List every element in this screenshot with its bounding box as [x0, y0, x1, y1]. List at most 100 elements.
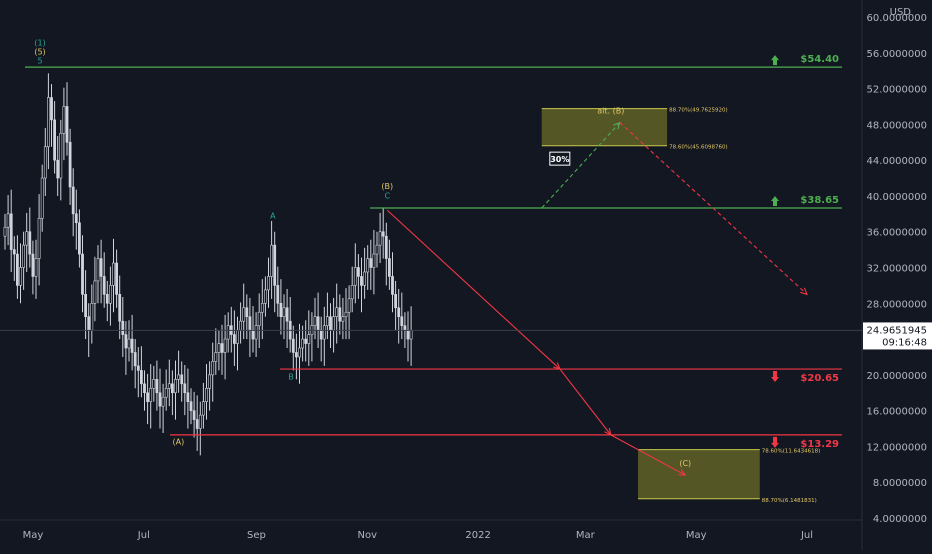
- candle-body: [217, 343, 221, 353]
- candle-body: [31, 253, 35, 277]
- candle-body: [81, 253, 84, 295]
- candle-body: [409, 330, 413, 340]
- y-tick-label: 48.0000000: [867, 120, 927, 131]
- projection-line[interactable]: [559, 368, 612, 436]
- candle-body: [220, 343, 224, 353]
- y-axis[interactable]: 4.0000000 8.0000000 12.0000000 16.0000000 20…: [867, 7, 927, 525]
- candle-body: [223, 338, 227, 353]
- zone-bottom-label: 88.70%(6.1481831): [762, 498, 817, 504]
- candle-body: [177, 374, 181, 380]
- candle-body: [372, 253, 376, 268]
- candle-body: [356, 267, 360, 277]
- candle-body: [291, 338, 295, 353]
- y-tick-label: 20.0000000: [867, 371, 927, 382]
- candle-body: [285, 307, 289, 322]
- candle-body: [251, 329, 255, 340]
- candle-body: [394, 294, 398, 309]
- y-tick-label: 36.0000000: [867, 228, 927, 239]
- candle-body: [242, 307, 246, 322]
- wave-label: 5: [37, 57, 42, 66]
- candle-body: [267, 276, 270, 291]
- candle-body: [19, 267, 22, 286]
- candle-body: [329, 316, 332, 331]
- candle-body: [152, 379, 156, 389]
- candle-body: [350, 285, 354, 300]
- candle-body: [37, 217, 41, 259]
- wave-label: (C): [679, 459, 691, 468]
- projection-line[interactable]: [386, 209, 561, 370]
- candle-body: [363, 271, 367, 286]
- candle-body: [164, 387, 168, 398]
- candle-body: [322, 325, 326, 340]
- projections-layer: [386, 121, 808, 476]
- projection-line[interactable]: [541, 122, 621, 209]
- candle-body: [384, 235, 388, 259]
- candle-body: [186, 392, 190, 402]
- candle-body: [325, 316, 329, 326]
- zone-bottom-label: 78.60%(45.6098760): [669, 145, 728, 151]
- level-price-label: $20.65: [800, 373, 839, 384]
- candle-body: [87, 316, 91, 331]
- probability-badge: [549, 151, 571, 166]
- projection-line[interactable]: [619, 122, 808, 295]
- up-arrow-icon: [771, 196, 779, 207]
- candle-body: [56, 159, 60, 179]
- target-zone[interactable]: [638, 449, 760, 499]
- down-arrow-icon: [771, 371, 779, 383]
- candle-body: [307, 334, 311, 344]
- y-tick-label: 44.0000000: [867, 156, 927, 167]
- candle-body: [233, 334, 236, 344]
- projection-line[interactable]: [610, 434, 686, 476]
- x-axis[interactable]: May Jul Sep Nov 2022 Mar May Jul: [23, 530, 813, 541]
- candle-body: [387, 258, 391, 277]
- wave-label: C: [384, 192, 390, 201]
- candle-body: [257, 311, 261, 326]
- candle-body: [15, 253, 19, 286]
- y-tick-label: 60.0000000: [867, 13, 927, 24]
- y-tick-label: 52.0000000: [867, 85, 927, 96]
- candle-body: [28, 231, 32, 255]
- wave-label: alt. (B): [597, 107, 624, 116]
- x-tick-label: Jul: [800, 530, 813, 541]
- level-price-label: $38.65: [800, 195, 839, 206]
- candle-body: [366, 258, 370, 273]
- zone-top-label: 78.60%(11.6434618): [762, 449, 821, 455]
- candle-body: [158, 392, 162, 407]
- candle-body: [46, 97, 50, 148]
- wave-labels-layer: (1)(5)5 A (B)C B (A) alt. (B) (C): [34, 39, 691, 468]
- arrow-head-icon: [553, 362, 561, 370]
- candle-body: [127, 338, 131, 349]
- candle-body: [403, 325, 407, 331]
- candles-layer: [3, 73, 413, 456]
- candle-body: [341, 316, 345, 322]
- candle-body: [183, 383, 187, 394]
- candle-body: [112, 262, 115, 286]
- candle-body: [167, 383, 171, 389]
- candle-body: [332, 316, 336, 331]
- candle-body: [313, 316, 317, 326]
- candle-body: [34, 258, 38, 277]
- wave-label: (1): [34, 39, 45, 48]
- x-tick-label: Sep: [247, 530, 266, 541]
- y-tick-label: 8.0000000: [873, 478, 927, 489]
- candle-body: [270, 244, 274, 277]
- candle-body: [171, 383, 174, 394]
- candle-body: [65, 106, 69, 143]
- wave-label: A: [270, 211, 276, 220]
- candle-body: [93, 280, 97, 304]
- candle-body: [90, 302, 94, 331]
- candle-body: [161, 396, 165, 407]
- x-tick-label: Jul: [137, 530, 150, 541]
- candle-body: [208, 374, 212, 389]
- candle-body: [226, 325, 230, 340]
- up-arrow-icon: [771, 55, 779, 66]
- y-tick-label: 28.0000000: [867, 299, 927, 310]
- candle-body: [202, 401, 205, 416]
- candle-body: [294, 352, 298, 358]
- probability-badge-text: 30%: [550, 155, 569, 164]
- candle-body: [381, 231, 385, 237]
- wave-label: (A): [172, 438, 184, 447]
